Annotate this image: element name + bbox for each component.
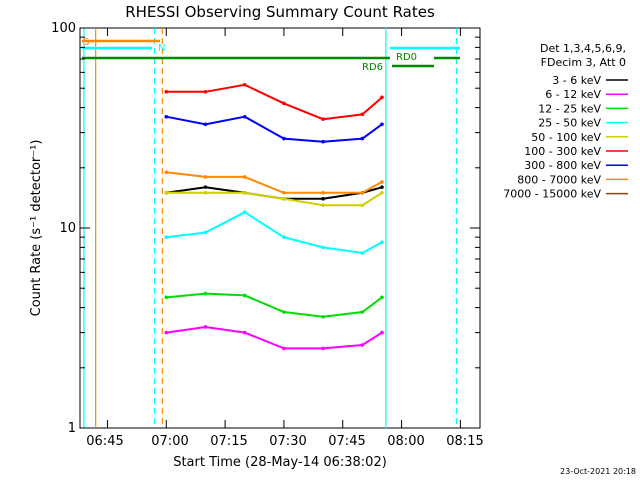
legend-header-line: FDecim 3, Att 0 (541, 56, 626, 69)
y-tick-label: 100 (51, 21, 76, 36)
data-point (242, 175, 247, 179)
mode-bar-label: S (83, 37, 89, 48)
data-point (321, 245, 325, 250)
data-point (242, 330, 247, 335)
data-point (242, 114, 247, 119)
data-point (321, 203, 325, 208)
legend-label: 300 - 800 keV (524, 159, 601, 172)
data-point (282, 190, 286, 195)
x-axis-label: Start Time (28-May-14 06:38:02) (173, 455, 387, 470)
data-point (164, 295, 169, 300)
annotation-layer: S N RD6 RD0 (82, 28, 460, 428)
data-point (321, 139, 325, 144)
data-point (203, 175, 208, 179)
data-point (242, 82, 247, 87)
legend-label: 12 - 25 keV (538, 102, 601, 115)
data-point (321, 314, 325, 319)
y-tick-label: 1 (68, 421, 76, 436)
data-point (321, 346, 325, 351)
y-axis-label: Count Rate (s⁻¹ detector⁻¹) (29, 140, 44, 317)
data-point (203, 291, 208, 296)
data-point (282, 136, 286, 141)
data-point (380, 95, 384, 100)
data-point (203, 325, 208, 329)
data-point (360, 203, 365, 208)
y-tick-label: 10 (59, 221, 76, 236)
data-point (360, 251, 365, 255)
data-point (321, 196, 325, 201)
data-point (360, 190, 365, 195)
series-line (166, 115, 383, 143)
data-point (282, 196, 286, 201)
data-point (203, 89, 208, 94)
data-point (164, 235, 169, 239)
legend-label: 6 - 12 keV (545, 88, 601, 101)
x-tick-label: 08:00 (387, 434, 424, 449)
data-point (380, 295, 384, 300)
data-point (321, 190, 325, 195)
data-point (321, 117, 325, 121)
mode-bar-label: N (158, 43, 165, 54)
data-point (164, 114, 169, 119)
data-point (164, 89, 169, 94)
data-point (380, 180, 384, 184)
x-axis-ticks: 06:45 07:00 07:15 07:30 07:45 08:00 08:1… (86, 28, 484, 449)
data-point (360, 343, 365, 347)
legend-label: 25 - 50 keV (538, 117, 601, 130)
legend-header-line: Det 1,3,4,5,6,9, (540, 42, 626, 55)
legend-label: 800 - 7000 keV (517, 173, 601, 186)
data-point (360, 310, 365, 314)
x-tick-label: 07:45 (328, 434, 365, 449)
data-point (380, 190, 384, 195)
legend: Det 1,3,4,5,6,9, FDecim 3, Att 0 3 - 6 k… (503, 42, 628, 201)
data-point (203, 185, 208, 189)
data-point (164, 190, 169, 195)
data-point (242, 190, 247, 195)
footer-timestamp: 23-Oct-2021 20:18 (560, 467, 636, 476)
legend-label: 3 - 6 keV (552, 74, 601, 87)
data-point (242, 293, 247, 298)
data-point (380, 240, 384, 244)
x-tick-label: 06:45 (86, 434, 123, 449)
series-line (166, 211, 383, 255)
legend-label: 100 - 300 keV (524, 145, 601, 158)
data-point (164, 330, 169, 335)
data-point (380, 330, 384, 335)
plot-frame (79, 27, 481, 429)
data-point (164, 170, 169, 175)
data-point (380, 122, 384, 127)
legend-label: 50 - 100 keV (531, 131, 601, 144)
x-tick-label: 08:15 (446, 434, 483, 449)
series-line (166, 325, 383, 350)
data-point (380, 185, 384, 189)
data-point (203, 190, 208, 195)
legend-label: 7000 - 15000 keV (503, 188, 601, 201)
data-point (282, 310, 286, 314)
x-tick-label: 07:00 (151, 434, 188, 449)
mode-bar-label: RD0 (396, 52, 417, 63)
series-line (166, 171, 383, 194)
chart-title: RHESSI Observing Summary Count Rates (125, 3, 435, 21)
mode-bar-label: RD6 (362, 62, 383, 73)
data-point (360, 112, 365, 117)
data-point (282, 101, 286, 106)
y-axis-ticks: 1 10 100 (51, 21, 480, 436)
data-point (282, 235, 286, 239)
x-tick-label: 07:15 (210, 434, 247, 449)
series-line (166, 83, 383, 121)
data-point (242, 210, 247, 214)
x-tick-label: 07:30 (269, 434, 306, 449)
series-layer (164, 82, 384, 351)
data-point (203, 230, 208, 235)
data-point (282, 346, 286, 351)
series-line (166, 292, 383, 318)
data-point (203, 122, 208, 127)
data-point (360, 136, 365, 141)
